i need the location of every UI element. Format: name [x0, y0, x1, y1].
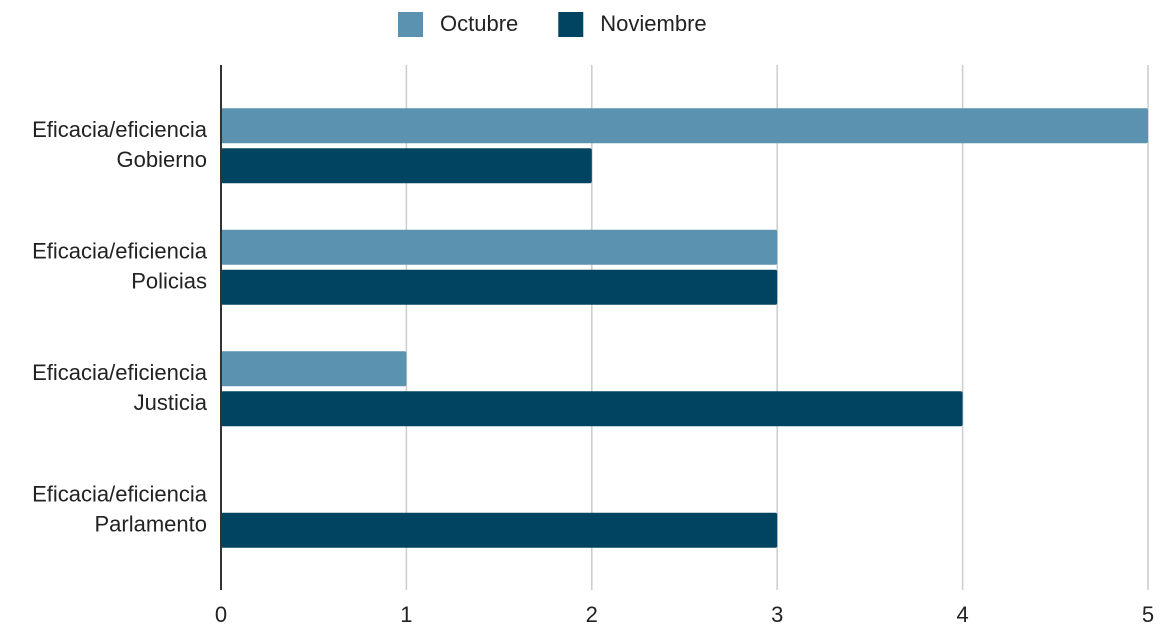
y-tick-label: Eficacia/eficiencia Gobierno: [32, 117, 208, 172]
legend-label: Noviembre: [600, 11, 706, 36]
legend-label: Octubre: [440, 11, 518, 36]
y-tick-label: Eficacia/eficiencia Parlamento: [32, 481, 208, 536]
y-tick-label: Eficacia/eficiencia Policias: [32, 238, 208, 293]
x-tick-label: 5: [1142, 602, 1154, 627]
bar: [221, 351, 407, 387]
legend-swatch: [398, 12, 423, 37]
x-tick-label: 1: [400, 602, 412, 627]
bar: [221, 229, 778, 265]
x-tick-label: 4: [956, 602, 968, 627]
bar: [221, 148, 592, 184]
bar: [221, 512, 778, 548]
bar: [221, 269, 778, 305]
legend-swatch: [558, 12, 584, 37]
x-tick-label: 3: [771, 602, 783, 627]
x-tick-label: 0: [215, 602, 227, 627]
x-tick-label: 2: [586, 602, 598, 627]
y-tick-label: Eficacia/eficiencia Justicia: [32, 360, 208, 415]
bar: [221, 391, 963, 427]
bar: [221, 108, 1148, 144]
